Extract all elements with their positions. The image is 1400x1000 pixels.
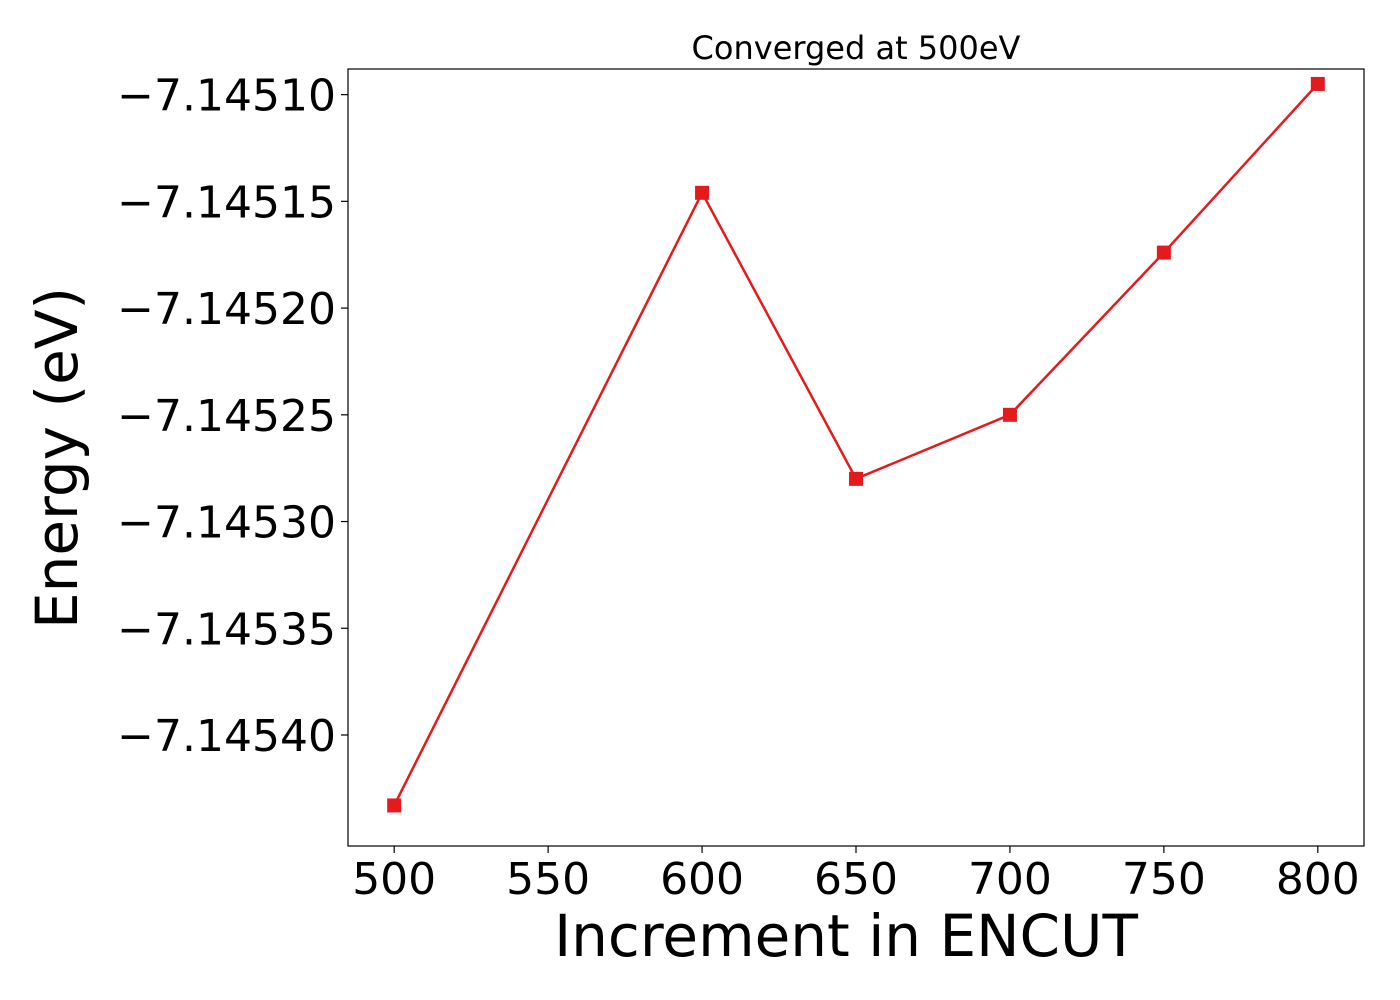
x-tick-label: 650 xyxy=(814,854,898,905)
x-tick-label: 550 xyxy=(506,854,590,905)
series-line xyxy=(393,83,1319,806)
chart-title: Converged at 500eV xyxy=(692,29,1021,67)
data-point-marker xyxy=(1156,245,1171,260)
y-tick-label: −7.14535 xyxy=(117,604,336,655)
y-tick-label: −7.14540 xyxy=(117,711,336,762)
y-tick-label: −7.14510 xyxy=(117,71,336,122)
data-point-marker xyxy=(1002,407,1017,422)
data-point-marker xyxy=(695,185,710,200)
axis-ticks: 500 550 600 650 700 750 800 −7.14510 −7.14515 −7.… xyxy=(117,71,1360,905)
x-tick-label: 700 xyxy=(968,854,1052,905)
y-tick-label: −7.14515 xyxy=(117,177,336,228)
data-point-marker xyxy=(1310,76,1325,91)
x-tick-label: 500 xyxy=(352,854,436,905)
plot-frame xyxy=(347,68,1365,847)
y-tick-label: −7.14530 xyxy=(117,498,336,549)
x-tick-label: 750 xyxy=(1122,854,1206,905)
y-tick-label: −7.14525 xyxy=(117,391,336,442)
x-axis-title: Increment in ENCUT xyxy=(554,902,1138,970)
data-point-marker xyxy=(387,798,402,813)
data-point-marker xyxy=(849,471,863,486)
y-tick-label: −7.14520 xyxy=(117,284,336,335)
y-axis-title: Energy (eV) xyxy=(23,287,91,629)
x-tick-label: 600 xyxy=(660,854,744,905)
series-group xyxy=(387,76,1325,813)
x-tick-label: 800 xyxy=(1276,854,1360,905)
